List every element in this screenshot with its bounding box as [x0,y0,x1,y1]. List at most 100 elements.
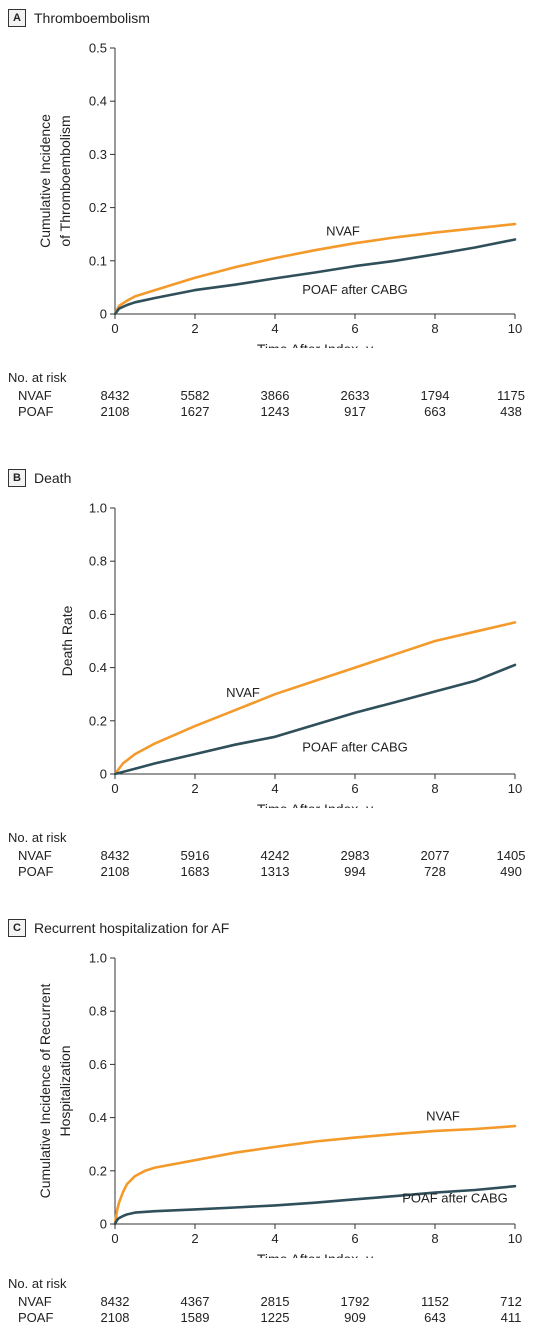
panel-title: Recurrent hospitalization for AF [34,920,230,936]
y-tick-label: 0.5 [89,41,107,56]
y-axis-label: Death Rate [59,605,75,676]
x-tick-label: 4 [271,781,278,796]
x-tick-label: 2 [191,321,198,336]
panel-letter: A [8,9,26,27]
risk-row-nvaf: NVAF 8432 5582 3866 2633 1794 1175 [8,388,536,404]
risk-value: 1627 [180,404,210,419]
y-tick-label: 0 [100,1217,107,1232]
risk-table: No. at risk NVAF 8432 4367 2815 1792 1152 712 P… [8,1276,536,1326]
x-tick-label: 4 [271,1231,278,1246]
panel-header: C Recurrent hospitalization for AF [8,918,229,938]
risk-value: 909 [344,1310,366,1325]
risk-value: 4367 [180,1294,210,1309]
y-tick-label: 0.1 [89,253,107,268]
y-tick-label: 0.4 [89,660,107,675]
risk-row-label: POAF [18,1310,54,1325]
panel-header: B Death [8,468,71,488]
risk-value: 994 [344,864,366,879]
x-tick-label: 8 [431,321,438,336]
x-tick-label: 8 [431,781,438,796]
x-tick-label: 8 [431,1231,438,1246]
risk-value: 2108 [100,404,130,419]
y-tick-label: 0.3 [89,147,107,162]
risk-value: 490 [500,864,522,879]
risk-value: 2108 [100,864,130,879]
panel-recurrent-hospitalization: C Recurrent hospitalization for AF 0 0.2 0… [0,910,536,1340]
x-axis-label: Time After Index, y [257,801,373,808]
curve-label-nvaf: NVAF [426,1108,460,1123]
panel-title: Thromboembolism [34,10,150,26]
series-line-nvaf [113,1124,517,1226]
x-tick-label: 0 [111,1231,118,1246]
curve-label-nvaf: NVAF [226,685,260,700]
risk-value: 1313 [260,864,290,879]
risk-value: 917 [344,404,366,419]
panel-header: A Thromboembolism [8,8,150,28]
risk-table-header: No. at risk [8,1276,67,1291]
risk-value: 8432 [100,388,130,403]
risk-row-poaf: POAF 2108 1683 1313 994 728 490 [8,864,536,880]
y-axis-label: Cumulative Incidence [37,114,53,248]
y-tick-label: 0.4 [89,94,107,109]
risk-value: 1794 [420,388,450,403]
risk-value: 1243 [260,404,290,419]
y-tick-label: 1.0 [89,501,107,516]
y-tick-label: 0.2 [89,200,107,215]
series-line-nvaf [113,222,517,316]
risk-value: 728 [424,864,446,879]
risk-value: 1175 [497,388,525,403]
risk-value: 712 [500,1294,522,1309]
y-tick-label: 1.0 [89,951,107,966]
x-tick-label: 6 [351,1231,358,1246]
series-line-poaf [113,238,517,316]
series-line-nvaf [113,621,517,776]
x-tick-label: 10 [508,1231,522,1246]
risk-value: 5582 [180,388,210,403]
curve-label-poaf: POAF after CABG [402,1191,507,1206]
risk-row-poaf: POAF 2108 1627 1243 917 663 438 [8,404,536,420]
risk-row-poaf: POAF 2108 1589 1225 909 643 411 [8,1310,536,1326]
risk-row-label: NVAF [18,1294,52,1309]
risk-value: 2633 [340,388,370,403]
x-tick-label: 6 [351,321,358,336]
risk-value: 1405 [496,848,526,863]
x-tick-label: 10 [508,781,522,796]
risk-value: 643 [424,1310,446,1325]
risk-value: 2108 [100,1310,130,1325]
chart-death: 0 0.2 0.4 0.6 0.8 1.0 0 2 4 6 8 10 Time After Index,… [59,501,522,809]
series-line-poaf [113,663,517,776]
y-tick-label: 0 [100,767,107,782]
y-tick-label: 0.4 [89,1110,107,1125]
panel-death: B Death 0 0.2 0.4 0.6 0.8 1.0 0 2 4 6 8 10 Time Afte… [0,460,536,900]
risk-value: 8432 [100,1294,130,1309]
risk-value: 2077 [420,848,450,863]
risk-value: 1683 [180,864,210,879]
y-tick-label: 0.6 [89,1057,107,1072]
curve-label-poaf: POAF after CABG [302,739,407,754]
risk-value: 3866 [260,388,290,403]
y-tick-label: 0 [100,307,107,322]
risk-value: 4242 [260,848,290,863]
risk-value: 1589 [180,1310,210,1325]
panel-thromboembolism: A Thromboembolism 0 0.1 0.2 0.3 0.4 0.5 0 2 4 6 8 1… [0,0,536,440]
risk-value: 1152 [421,1294,449,1309]
x-tick-label: 6 [351,781,358,796]
x-tick-label: 0 [111,321,118,336]
x-tick-label: 4 [271,321,278,336]
risk-value: 438 [500,404,522,419]
panel-letter: B [8,469,26,487]
y-tick-label: 0.8 [89,554,107,569]
y-tick-label: 0.6 [89,607,107,622]
risk-value: 411 [500,1310,522,1325]
x-tick-label: 0 [111,781,118,796]
x-tick-label: 2 [191,1231,198,1246]
y-axis-label: of Thromboembolism [57,115,73,246]
x-tick-label: 10 [508,321,522,336]
y-tick-label: 0.2 [89,1163,107,1178]
x-axis-label: Time After Index, y [257,341,373,348]
curve-label-poaf: POAF after CABG [302,282,407,297]
y-axis-label: Cumulative Incidence of Recurrent [37,984,53,1199]
panel-title: Death [34,470,72,486]
risk-value: 2815 [260,1294,290,1309]
risk-row-label: NVAF [18,848,52,863]
